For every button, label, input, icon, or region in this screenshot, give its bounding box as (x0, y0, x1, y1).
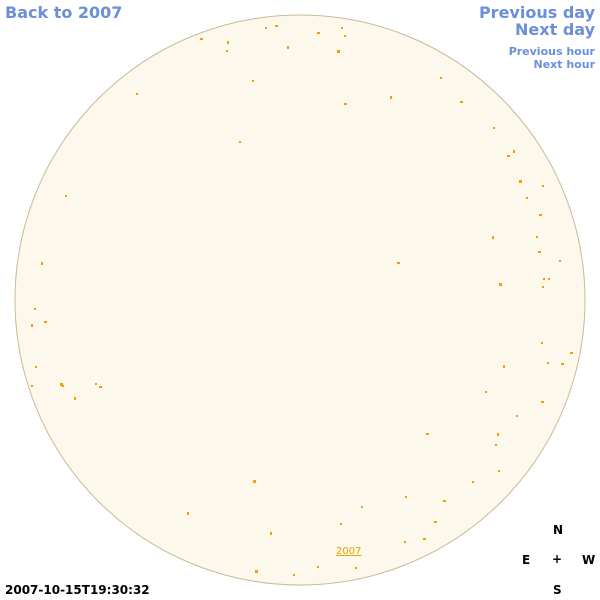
next-day-link[interactable]: Next day (515, 20, 595, 39)
sky-object-marker[interactable] (503, 365, 505, 368)
sky-object-marker[interactable] (498, 470, 500, 472)
sky-object-marker[interactable] (547, 362, 549, 364)
sky-object-marker[interactable] (270, 532, 272, 535)
sky-object-marker[interactable] (570, 352, 573, 354)
sky-object-marker[interactable] (492, 236, 494, 239)
sky-object-marker[interactable] (542, 185, 544, 187)
sky-objects (31, 25, 573, 576)
sky-object-marker[interactable] (541, 401, 544, 403)
sky-object-marker[interactable] (361, 506, 363, 508)
sky-object-marker[interactable] (293, 574, 295, 576)
sky-object-marker[interactable] (538, 251, 541, 253)
compass-north: N (553, 523, 564, 537)
sky-object-marker[interactable] (440, 77, 442, 79)
year-link[interactable]: 2007 (336, 546, 362, 557)
sky-object-marker[interactable] (543, 278, 545, 280)
sky-object-marker[interactable] (443, 500, 446, 502)
sky-object-marker[interactable] (317, 32, 320, 34)
back-to-year-link[interactable]: Back to 2007 (5, 3, 123, 22)
sky-object-marker[interactable] (341, 27, 343, 29)
sky-object-marker[interactable] (340, 523, 342, 525)
sky-object-marker[interactable] (485, 391, 487, 393)
sky-object-marker[interactable] (513, 150, 515, 153)
compass-south: S (553, 583, 562, 597)
sky-object-marker[interactable] (287, 46, 289, 49)
sky-object-marker[interactable] (548, 278, 550, 280)
next-hour-link[interactable]: Next hour (533, 58, 596, 71)
sky-object-marker[interactable] (227, 41, 229, 44)
sky-object-marker[interactable] (539, 214, 542, 216)
compass-center: + (552, 552, 563, 566)
sky-object-marker[interactable] (275, 25, 278, 27)
sky-object-marker[interactable] (31, 385, 33, 387)
sky-object-marker[interactable] (317, 566, 319, 568)
sky-object-marker[interactable] (265, 27, 267, 29)
compass-west: W (582, 553, 596, 567)
compass-east: E (522, 553, 531, 567)
sky-object-marker[interactable] (536, 236, 538, 238)
sky-object-marker[interactable] (337, 50, 340, 53)
sky-object-marker[interactable] (390, 96, 392, 99)
sky-object-marker[interactable] (472, 481, 474, 483)
sky-object-marker[interactable] (561, 363, 564, 365)
sky-object-marker[interactable] (35, 366, 37, 368)
sky-object-marker[interactable] (255, 570, 258, 573)
sky-object-marker[interactable] (404, 541, 406, 543)
sky-object-marker[interactable] (99, 386, 102, 388)
sky-object-marker[interactable] (495, 444, 497, 446)
sky-object-marker[interactable] (65, 195, 67, 197)
sky-object-marker[interactable] (434, 521, 437, 523)
sky-object-marker[interactable] (44, 321, 47, 323)
sky-object-marker[interactable] (397, 262, 400, 264)
previous-day-link[interactable]: Previous day (478, 3, 595, 22)
sky-object-marker[interactable] (542, 286, 544, 288)
sky-object-marker[interactable] (423, 538, 426, 540)
sky-object-marker[interactable] (41, 262, 43, 265)
sky-object-marker[interactable] (226, 50, 228, 52)
sky-object-marker[interactable] (507, 155, 510, 157)
sky-object-marker[interactable] (31, 324, 33, 327)
sky-object-marker[interactable] (541, 342, 543, 344)
sky-object-marker[interactable] (200, 38, 203, 40)
sky-object-marker[interactable] (355, 567, 357, 569)
sky-object-marker[interactable] (74, 397, 76, 400)
sky-object-marker[interactable] (405, 496, 407, 498)
sky-object-marker[interactable] (136, 93, 138, 95)
sky-object-marker[interactable] (516, 415, 518, 417)
sky-object-marker[interactable] (95, 383, 97, 385)
sky-disk (14, 14, 586, 586)
previous-hour-link[interactable]: Previous hour (508, 45, 595, 58)
sky-object-marker[interactable] (60, 383, 63, 386)
sky-object-marker[interactable] (344, 103, 347, 105)
sky-object-marker[interactable] (426, 433, 429, 435)
sky-object-marker[interactable] (460, 101, 463, 103)
sky-object-marker[interactable] (252, 80, 254, 82)
sky-object-marker[interactable] (187, 512, 189, 515)
sky-object-marker[interactable] (526, 197, 528, 199)
timestamp: 2007-10-15T19:30:32 (5, 583, 150, 597)
sky-object-marker[interactable] (519, 180, 522, 183)
sky-object-marker[interactable] (559, 260, 561, 262)
sky-object-marker[interactable] (62, 385, 64, 387)
sky-object-marker[interactable] (239, 141, 241, 143)
sky-object-marker[interactable] (253, 480, 256, 483)
sky-object-marker[interactable] (497, 433, 499, 436)
sky-object-marker[interactable] (493, 127, 495, 129)
sky-object-marker[interactable] (499, 283, 502, 286)
sky-object-marker[interactable] (344, 35, 346, 37)
sky-object-marker[interactable] (34, 308, 36, 310)
